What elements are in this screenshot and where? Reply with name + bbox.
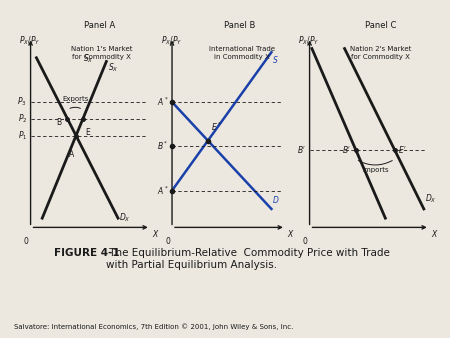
Text: $B^*$: $B^*$ xyxy=(157,140,169,152)
Text: X: X xyxy=(287,230,292,239)
Text: 0: 0 xyxy=(302,237,307,246)
Text: FIGURE 4-1: FIGURE 4-1 xyxy=(54,248,120,259)
Text: B: B xyxy=(57,118,62,127)
Text: $E^*$: $E^*$ xyxy=(211,121,222,133)
Text: D: D xyxy=(273,196,279,205)
Text: 0: 0 xyxy=(165,237,170,246)
Text: Exports: Exports xyxy=(62,96,88,102)
Text: The Equilibrium-Relative  Commodity Price with Trade
with Partial Equilibrium An: The Equilibrium-Relative Commodity Price… xyxy=(106,248,390,270)
Text: $D_X$: $D_X$ xyxy=(119,212,131,224)
Text: Nation 1's Market
for Commodity X: Nation 1's Market for Commodity X xyxy=(71,46,132,60)
Text: $S_X$: $S_X$ xyxy=(108,62,118,74)
Text: $B'$: $B'$ xyxy=(297,144,306,155)
Text: Panel B: Panel B xyxy=(224,21,255,30)
Text: International Trade
in Commodity X: International Trade in Commodity X xyxy=(209,46,275,60)
Text: $A^*$: $A^*$ xyxy=(157,96,169,108)
Text: E: E xyxy=(85,128,90,137)
Text: $S_X$: $S_X$ xyxy=(83,52,94,65)
Text: 0: 0 xyxy=(23,237,28,246)
Text: $A^*$: $A^*$ xyxy=(157,184,169,197)
Text: $E'$: $E'$ xyxy=(398,144,407,155)
Text: $P_1$: $P_1$ xyxy=(18,129,27,142)
Text: X: X xyxy=(152,230,157,239)
Text: $P_X/P_Y$: $P_X/P_Y$ xyxy=(19,35,40,47)
Text: $P_2$: $P_2$ xyxy=(18,113,27,125)
Text: $P_3$: $P_3$ xyxy=(18,96,27,108)
Text: Imports: Imports xyxy=(362,167,388,172)
Text: A: A xyxy=(69,150,74,159)
Text: $P_X/P_Y$: $P_X/P_Y$ xyxy=(161,35,182,47)
Text: $P_X/P_Y$: $P_X/P_Y$ xyxy=(298,35,319,47)
Text: $B'$: $B'$ xyxy=(342,144,351,155)
Text: Salvatore: International Economics, 7th Edition © 2001, John Wiley & Sons, Inc.: Salvatore: International Economics, 7th … xyxy=(14,323,293,330)
Text: Nation 2's Market
for Commodity X: Nation 2's Market for Commodity X xyxy=(350,46,411,60)
Text: $D_X$: $D_X$ xyxy=(425,193,436,205)
Text: Panel C: Panel C xyxy=(365,21,396,30)
Text: Panel A: Panel A xyxy=(84,21,115,30)
Text: S: S xyxy=(273,56,277,65)
Text: X: X xyxy=(431,230,436,239)
